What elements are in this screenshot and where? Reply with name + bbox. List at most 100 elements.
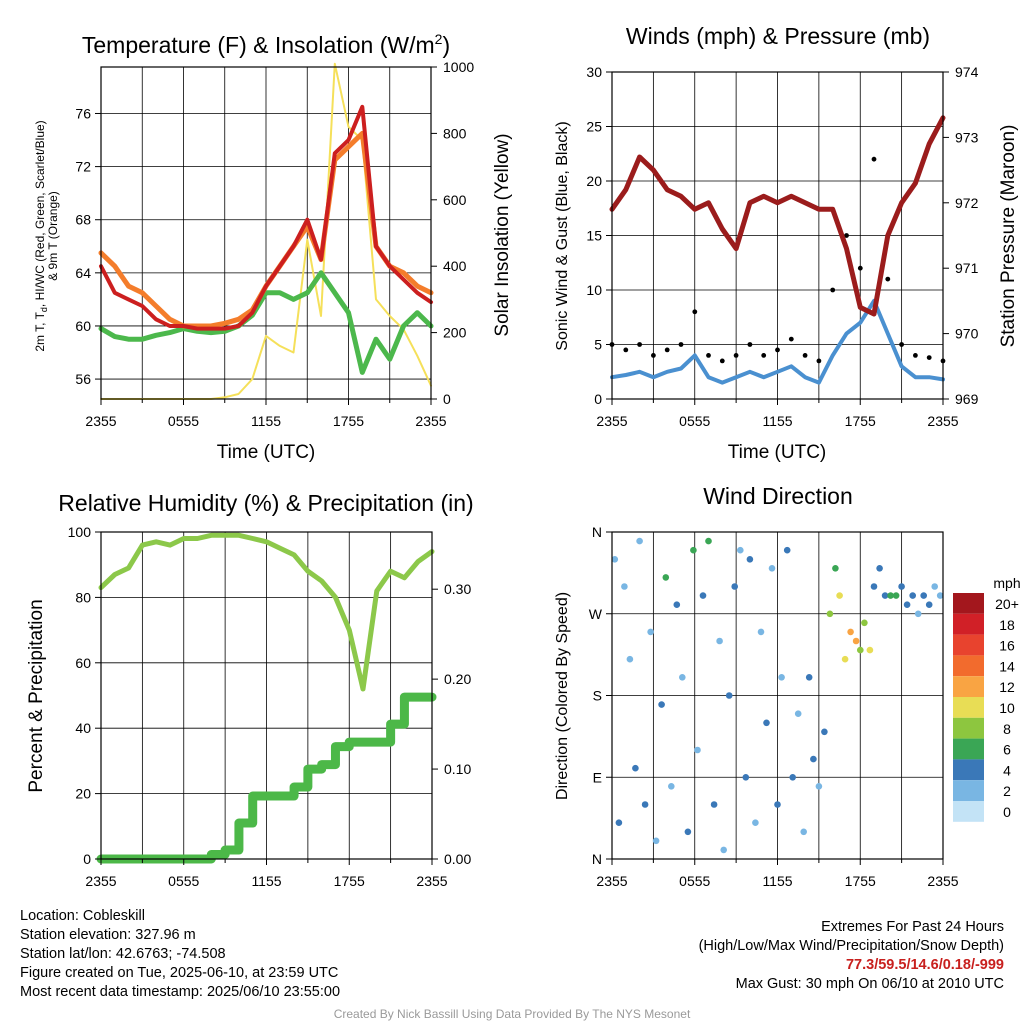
direction-point [615, 819, 623, 826]
gust-point [761, 353, 767, 358]
legend-swatch [953, 738, 984, 760]
gust-point [678, 342, 684, 347]
y-tick-label: 40 [75, 720, 91, 736]
y2-tick-label: 973 [955, 129, 979, 145]
y2-tick-label: 200 [443, 325, 467, 341]
y2-tick-label: 0.00 [444, 851, 471, 867]
wind-title: Winds (mph) & Pressure (mb) [626, 23, 930, 49]
direction-point [658, 701, 665, 708]
wind-panel: Winds (mph) & Pressure (mb) 0 5 10 15 20 25 30… [554, 23, 1019, 463]
y-tick-label: 20 [586, 173, 602, 189]
gust-point [692, 309, 698, 315]
legend-label: 10 [999, 700, 1015, 716]
gust-point [830, 287, 836, 293]
y2-tick-label: 970 [955, 326, 979, 342]
temperature-right-ticks: 0 200 400 600 800 1000 [431, 59, 474, 407]
wind-ylabel-left: Sonic Wind & Gust (Blue, Black) [554, 121, 571, 350]
legend-swatch [953, 634, 984, 656]
y2-tick-label: 0.20 [444, 671, 471, 687]
extremes-values: 77.3/59.5/14.6/0.18/-999 [845, 957, 1004, 973]
humidity-ylabel-left: Percent & Precipitation [26, 599, 47, 792]
y-tick-label: 30 [586, 64, 602, 80]
x-tick-label: 1155 [251, 873, 281, 889]
extremes-title: Extremes For Past 24 Hours [821, 919, 1004, 935]
y2-tick-label: 0 [443, 391, 451, 407]
legend-title: mph [993, 575, 1020, 591]
most-recent-timestamp: Most recent data timestamp: 2025/06/10 2… [20, 984, 341, 1000]
x-tick-label: 2355 [416, 873, 447, 889]
y-tick-label: S [593, 688, 602, 704]
temperature-title: Temperature (F) & Insolation (W/m2) [82, 31, 450, 58]
gust-point [706, 353, 711, 358]
y2-tick-label: 600 [443, 192, 467, 208]
direction-point [636, 537, 643, 545]
x-tick-label: 0555 [679, 413, 710, 429]
direction-point [684, 828, 692, 836]
direction-point [774, 801, 781, 808]
direction-point [789, 774, 796, 781]
direction-point [815, 783, 823, 790]
direction-title: Wind Direction [703, 483, 853, 509]
figure-created: Figure created on Tue, 2025-06-10, at 23… [20, 965, 339, 981]
y-tick-label: 76 [75, 105, 91, 121]
direction-point [861, 619, 868, 627]
gust-point [885, 276, 891, 282]
legend-label: 16 [999, 638, 1015, 654]
direction-point [892, 592, 900, 599]
y-tick-label: 10 [586, 282, 602, 298]
credit-line: Created By Nick Bassill Using Data Provi… [333, 1007, 691, 1021]
legend-swatch [953, 697, 984, 718]
y2-tick-label: 972 [955, 195, 979, 211]
pressure-ylabel-right: Station Pressure (Maroon) [998, 125, 1019, 348]
y-tick-label: 5 [594, 337, 602, 353]
direction-point [936, 592, 944, 599]
x-tick-label: 2355 [85, 873, 116, 889]
legend-label: 14 [999, 658, 1015, 674]
direction-point [800, 828, 807, 836]
legend-swatch [953, 613, 984, 635]
direction-point [694, 746, 701, 754]
x-tick-label: 0555 [679, 873, 710, 889]
station-latlon: Station lat/lon: 42.6763; -74.508 [20, 946, 226, 962]
direction-point [757, 628, 765, 636]
direction-ylabel-left: Direction (Colored By Speed) [554, 592, 571, 800]
gust-point [651, 353, 656, 358]
y2-tick-label: 0.30 [444, 581, 471, 597]
direction-point [870, 583, 878, 590]
y-tick-label: N [592, 524, 602, 540]
y-tick-label: 100 [68, 524, 92, 540]
speed-legend: 20+ 18 16 14 12 10 8 6 4 2 0 [953, 593, 1019, 822]
direction-point [725, 692, 733, 699]
gust-point [719, 358, 725, 364]
direction-point [925, 601, 933, 608]
direction-point [752, 819, 759, 826]
direction-point [731, 583, 738, 590]
station-elevation: Station elevation: 327.96 m [20, 927, 196, 943]
temperature-xlabel: Time (UTC) [217, 442, 316, 463]
legend-label: 18 [999, 617, 1015, 633]
gust-point [816, 358, 822, 364]
legend-label: 0 [1003, 804, 1011, 820]
y2-tick-label: 974 [955, 64, 979, 80]
direction-point [668, 783, 675, 790]
direction-point [794, 710, 802, 717]
x-tick-label: 2355 [85, 413, 116, 429]
humidity-x-ticks: 2355 0555 1155 1755 2355 [85, 859, 448, 889]
direction-point [662, 574, 670, 581]
legend-swatch [953, 801, 984, 822]
direction-point [836, 592, 843, 599]
legend-label: 20+ [995, 596, 1019, 612]
direction-point [632, 764, 639, 772]
direction-point [841, 655, 849, 663]
humidity-panel: Relative Humidity (%) & Precipitation (i… [26, 490, 474, 889]
y-tick-label: 0 [83, 851, 91, 867]
direction-point [931, 583, 938, 590]
wind-right-ticks: 969 970 971 972 973 974 [943, 64, 979, 407]
y-tick-label: 15 [586, 228, 602, 244]
gust-point [747, 342, 753, 347]
direction-point [652, 837, 660, 845]
x-tick-label: 2355 [596, 413, 627, 429]
y2-tick-label: 400 [443, 258, 467, 274]
gust-point [913, 353, 918, 358]
